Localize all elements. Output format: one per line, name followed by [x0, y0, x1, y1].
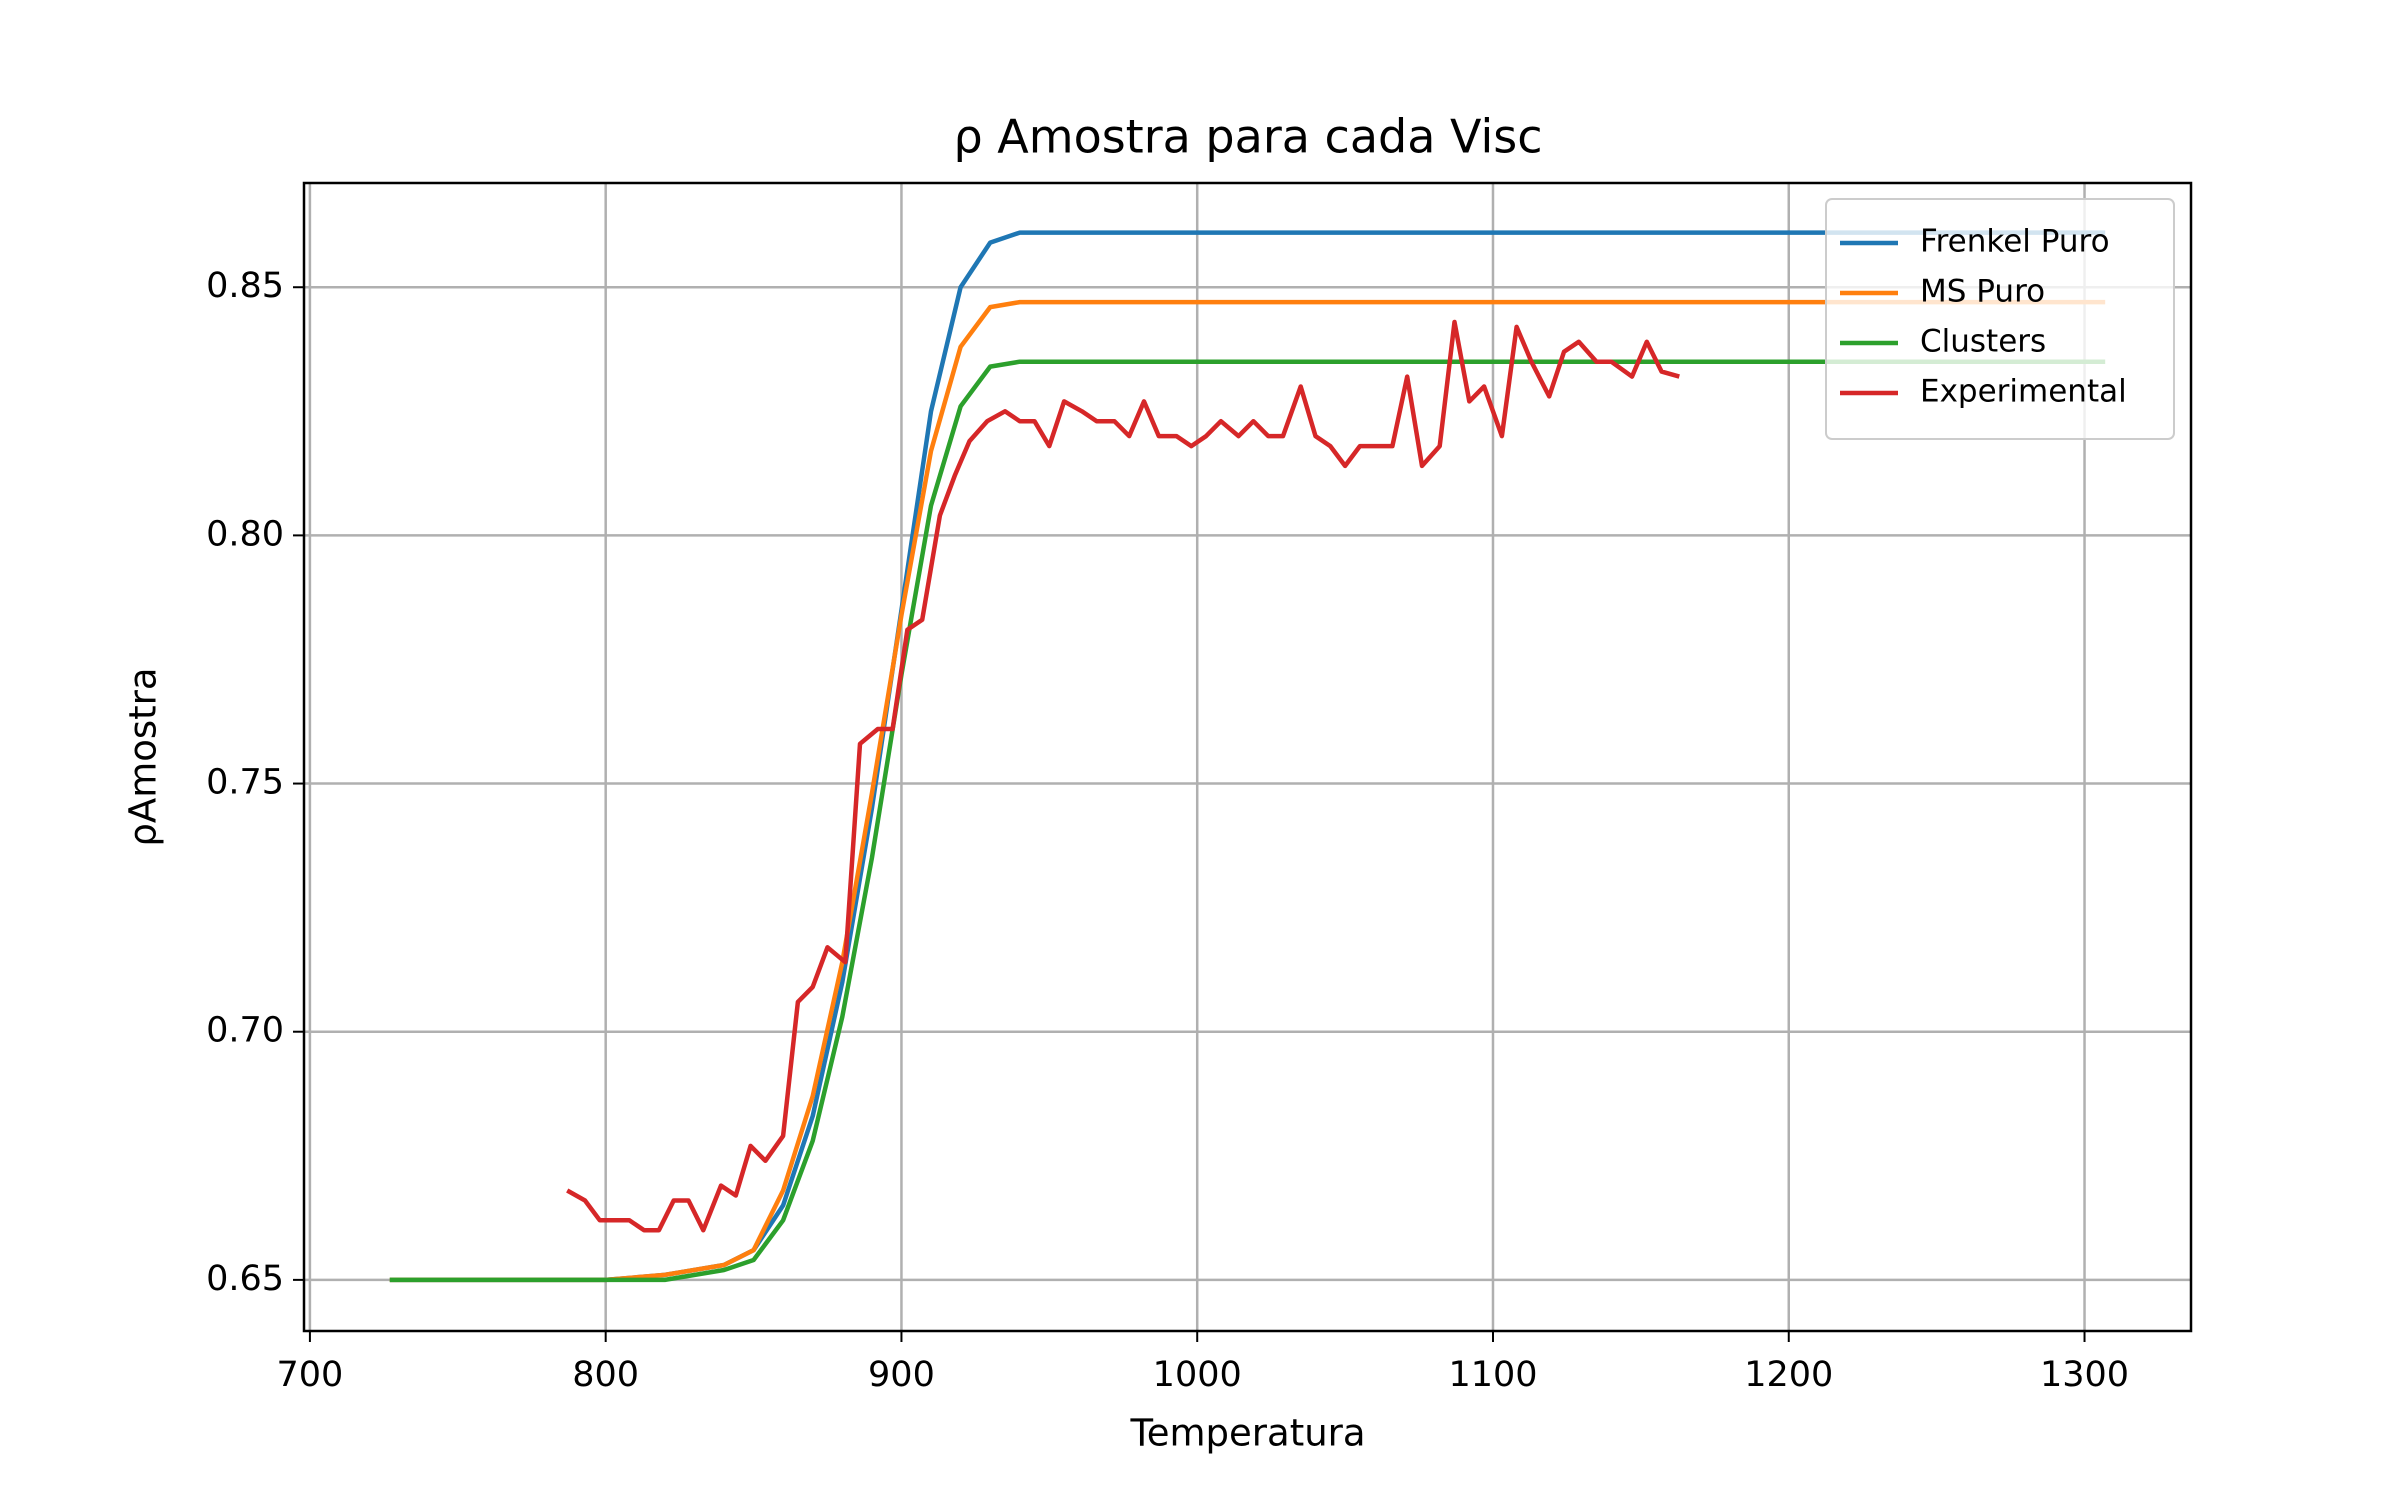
data-line [389, 299, 2106, 1283]
plot-frame [302, 181, 2193, 1333]
x-tick-label: 700 [277, 1355, 344, 1395]
x-tick-label: 1100 [1448, 1355, 1537, 1395]
y-tick-label: 0.70 [206, 1011, 284, 1051]
legend-label: Frenkel Puro [1920, 224, 2110, 260]
y-axis-label: ρAmostra [122, 667, 165, 846]
x-axis-label: Temperatura [1129, 1412, 1365, 1455]
legend-label: MS Puro [1920, 274, 2045, 310]
data-line [389, 359, 2106, 1283]
legend-box [1825, 198, 2175, 440]
y-tick-label: 0.75 [206, 763, 284, 803]
x-tick-label: 900 [868, 1355, 935, 1395]
legend-label: Clusters [1920, 324, 2046, 360]
chart-title: ρ Amostra para cada Visc [953, 110, 1542, 164]
x-tick-label: 1000 [1153, 1355, 1242, 1395]
y-tick-label: 0.85 [206, 266, 284, 306]
legend-label: Experimental [1920, 374, 2127, 410]
x-tick-label: 1200 [1744, 1355, 1833, 1395]
y-tick-label: 0.80 [206, 514, 284, 554]
x-tick-label: 800 [572, 1355, 639, 1395]
y-tick-label: 0.65 [206, 1259, 284, 1299]
x-tick-label: 1300 [2040, 1355, 2129, 1395]
data-line [566, 319, 1680, 1233]
